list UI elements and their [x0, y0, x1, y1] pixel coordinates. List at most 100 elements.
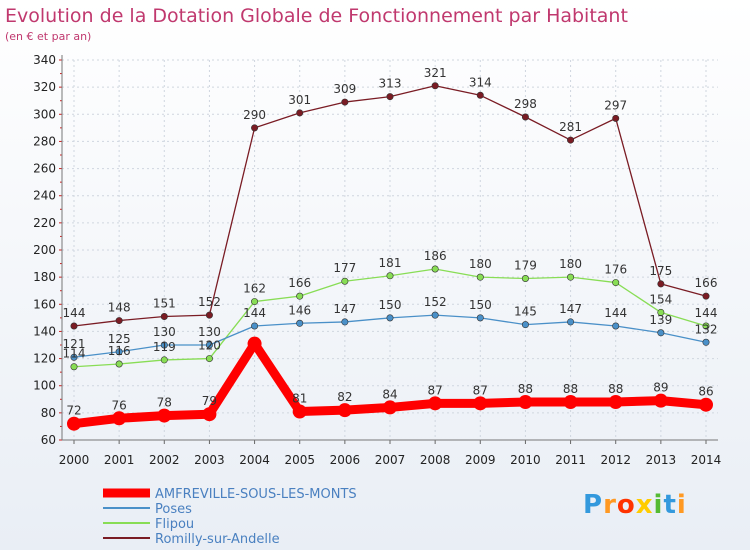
data-label: 88 — [518, 382, 533, 396]
y-tick-label: 240 — [33, 189, 56, 203]
data-label: 313 — [379, 77, 402, 91]
data-label: 151 — [153, 297, 176, 311]
data-label: 87 — [473, 383, 488, 397]
y-tick-label: 280 — [33, 134, 56, 148]
legend-label-3: Romilly-sur-Andelle — [155, 532, 280, 547]
data-label: 144 — [243, 306, 266, 320]
data-point — [608, 395, 623, 409]
data-label: 130 — [153, 325, 176, 339]
data-label: 89 — [653, 381, 668, 395]
data-point — [702, 322, 710, 330]
data-label: 180 — [469, 257, 492, 271]
data-point — [341, 277, 349, 285]
y-tick-label: 300 — [33, 107, 56, 121]
legend-label-0: AMFREVILLE-SOUS-LES-MONTS — [155, 487, 357, 502]
data-label: 181 — [379, 256, 402, 270]
y-tick-label: 140 — [33, 324, 56, 338]
data-label: 144 — [604, 306, 627, 320]
data-label: 84 — [382, 387, 397, 401]
y-tick-label: 80 — [41, 406, 56, 420]
data-label: 81 — [292, 392, 307, 406]
data-label: 152 — [424, 295, 447, 309]
x-tick-label: 2002 — [149, 453, 180, 467]
y-tick-label: 220 — [33, 216, 56, 230]
data-point — [296, 319, 304, 327]
data-point — [341, 318, 349, 326]
x-tick-label: 2012 — [600, 453, 631, 467]
data-label: 175 — [649, 264, 672, 278]
y-tick-label: 160 — [33, 297, 56, 311]
legend-label-2: Flipou — [155, 517, 194, 532]
data-point — [70, 353, 78, 361]
data-point — [612, 322, 620, 330]
data-point — [567, 273, 575, 281]
data-point — [341, 98, 349, 106]
data-label: 146 — [288, 303, 311, 317]
data-label: 144 — [63, 306, 86, 320]
data-point — [521, 113, 529, 121]
data-point — [563, 395, 578, 409]
logo-letter: r — [603, 490, 617, 520]
data-label: 147 — [559, 302, 582, 316]
logo-letter: i — [676, 490, 687, 520]
data-point — [653, 393, 668, 408]
data-label: 166 — [288, 276, 311, 290]
y-tick-label: 320 — [33, 80, 56, 94]
data-label: 152 — [198, 295, 221, 309]
logo-letter: t — [663, 490, 677, 520]
data-label: 321 — [424, 66, 447, 80]
data-point — [70, 322, 78, 330]
data-point — [473, 396, 488, 411]
data-label: 72 — [66, 404, 81, 418]
y-tick-label: 60 — [41, 433, 56, 447]
data-point — [386, 93, 394, 101]
data-point — [205, 311, 213, 319]
data-point — [428, 396, 443, 411]
legend-label-1: Poses — [155, 502, 192, 517]
data-label: 147 — [333, 302, 356, 316]
data-point — [431, 311, 439, 319]
data-label: 88 — [563, 382, 578, 396]
data-label: 154 — [649, 292, 672, 306]
data-label: 179 — [514, 259, 537, 273]
data-label: 298 — [514, 97, 537, 111]
data-label: 144 — [695, 306, 718, 320]
x-tick-label: 2014 — [691, 453, 722, 467]
data-point — [386, 314, 394, 322]
x-tick-label: 2004 — [239, 453, 270, 467]
data-label: 87 — [428, 383, 443, 397]
y-tick-label: 180 — [33, 270, 56, 284]
data-label: 139 — [649, 313, 672, 327]
y-tick-label: 340 — [33, 53, 56, 67]
x-tick-label: 2010 — [510, 453, 541, 467]
data-label: 162 — [243, 282, 266, 296]
logo-letter: x — [635, 490, 654, 520]
data-label: 76 — [112, 398, 127, 412]
data-point — [476, 91, 484, 99]
data-point — [251, 322, 259, 330]
data-point — [612, 114, 620, 122]
legend: AMFREVILLE-SOUS-LES-MONTSPosesFlipouRomi… — [103, 487, 357, 547]
data-label: 180 — [559, 257, 582, 271]
data-point — [383, 400, 397, 415]
data-point — [612, 279, 620, 287]
data-point — [296, 292, 304, 300]
data-point — [518, 395, 533, 409]
data-point — [657, 329, 665, 337]
y-tick-label: 260 — [33, 162, 56, 176]
axes: 60 80 100 120 140 160 180 200 220 240 260 280 300 320… — [33, 53, 721, 467]
data-point — [657, 308, 665, 316]
data-point — [205, 341, 213, 349]
data-point — [160, 341, 168, 349]
data-point — [112, 411, 127, 426]
proxiti-logo: Proxiti — [583, 490, 687, 520]
x-tick-label: 2000 — [59, 453, 90, 467]
data-point — [202, 407, 217, 422]
data-label: 148 — [108, 301, 131, 315]
data-label: 281 — [559, 120, 582, 134]
data-point — [657, 280, 665, 288]
data-point — [115, 317, 123, 325]
data-label: 177 — [333, 261, 356, 275]
series-layer — [67, 82, 713, 431]
